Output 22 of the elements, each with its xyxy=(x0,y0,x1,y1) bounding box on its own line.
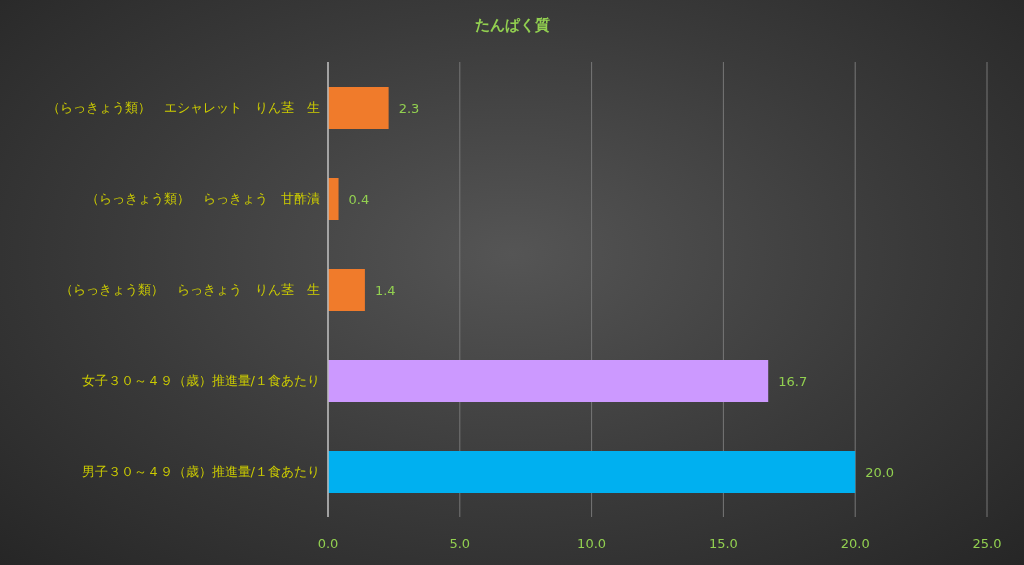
bar xyxy=(328,269,365,311)
y-tick-label: （らっきょう類） エシャレット りん茎 生 xyxy=(47,100,320,116)
bar xyxy=(328,451,856,493)
x-tick-label: 25.0 xyxy=(972,536,1002,552)
y-tick-label: （らっきょう類） らっきょう りん茎 生 xyxy=(60,282,320,298)
x-tick-label: 5.0 xyxy=(449,536,471,552)
data-label: 0.4 xyxy=(348,191,370,207)
y-tick-label: 男子３０～４９（歳）推進量/１食あたり xyxy=(81,464,320,480)
x-tick-label: 0.0 xyxy=(317,536,339,552)
bar xyxy=(328,360,769,402)
x-tick-label: 10.0 xyxy=(577,536,607,552)
data-label: 20.0 xyxy=(865,464,895,480)
bar xyxy=(328,87,389,129)
x-tick-label: 15.0 xyxy=(708,536,738,552)
chart-title: たんぱく質 xyxy=(473,16,551,35)
data-label: 2.3 xyxy=(398,100,420,116)
data-label: 1.4 xyxy=(374,282,396,298)
bar xyxy=(328,178,339,220)
data-label: 16.7 xyxy=(778,373,808,389)
y-tick-label: （らっきょう類） らっきょう 甘酢漬 xyxy=(86,191,320,207)
x-tick-label: 20.0 xyxy=(840,536,870,552)
y-tick-label: 女子３０～４９（歳）推進量/１食あたり xyxy=(81,373,320,389)
